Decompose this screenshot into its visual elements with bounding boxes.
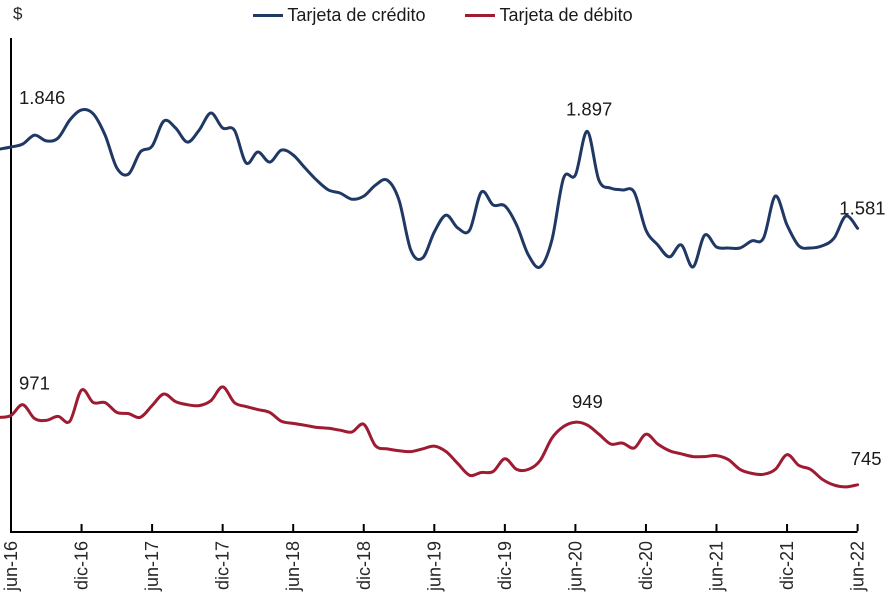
x-tick-label: dic-19: [495, 541, 515, 590]
x-tick-label: dic-17: [213, 541, 233, 590]
x-tick-label: jun-20: [565, 541, 585, 592]
x-tick-label: jun-16: [1, 541, 21, 592]
x-tick-label: jun-19: [424, 541, 444, 592]
x-tick-label: dic-16: [72, 541, 92, 590]
x-tick-label: dic-18: [354, 541, 374, 590]
legend-item-debito: Tarjeta de débito: [465, 5, 633, 26]
x-tick-label: jun-21: [707, 541, 727, 592]
annotation-1.846: 1.846: [19, 87, 65, 108]
annotation-1.581: 1.581: [839, 197, 885, 218]
x-tick-label: jun-17: [142, 541, 162, 592]
x-tick-label: jun-18: [283, 541, 303, 592]
annotation-1.897: 1.897: [566, 98, 612, 119]
debit-line: [0, 385, 860, 489]
legend-item-credito: Tarjeta de crédito: [253, 5, 425, 26]
legend-label-credito: Tarjeta de crédito: [287, 5, 426, 25]
x-tick-label: dic-21: [777, 541, 797, 590]
credit-line: [0, 108, 860, 269]
x-tick-label: jun-22: [848, 541, 868, 592]
y-axis-unit-label: $: [13, 4, 23, 23]
annotation-745: 745: [851, 448, 882, 469]
debit-line-swatch-icon: [465, 14, 496, 17]
x-tick-label: dic-20: [636, 541, 656, 590]
chart-legend: Tarjeta de crédito Tarjeta de débito: [0, 5, 886, 26]
credit-line-swatch-icon: [253, 14, 284, 17]
legend-label-debito: Tarjeta de débito: [499, 5, 633, 25]
annotation-971: 971: [19, 372, 50, 393]
annotation-949: 949: [572, 391, 603, 412]
